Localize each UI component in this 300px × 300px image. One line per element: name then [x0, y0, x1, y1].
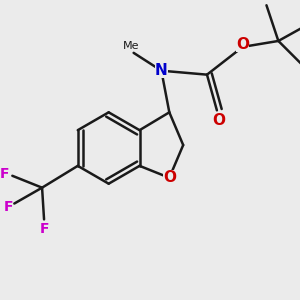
Text: O: O	[236, 38, 249, 52]
Text: F: F	[0, 167, 9, 181]
Text: O: O	[163, 170, 176, 185]
Text: F: F	[4, 200, 13, 214]
Text: Me: Me	[122, 41, 139, 51]
Text: N: N	[155, 63, 168, 78]
Text: F: F	[39, 222, 49, 236]
Text: O: O	[212, 113, 225, 128]
